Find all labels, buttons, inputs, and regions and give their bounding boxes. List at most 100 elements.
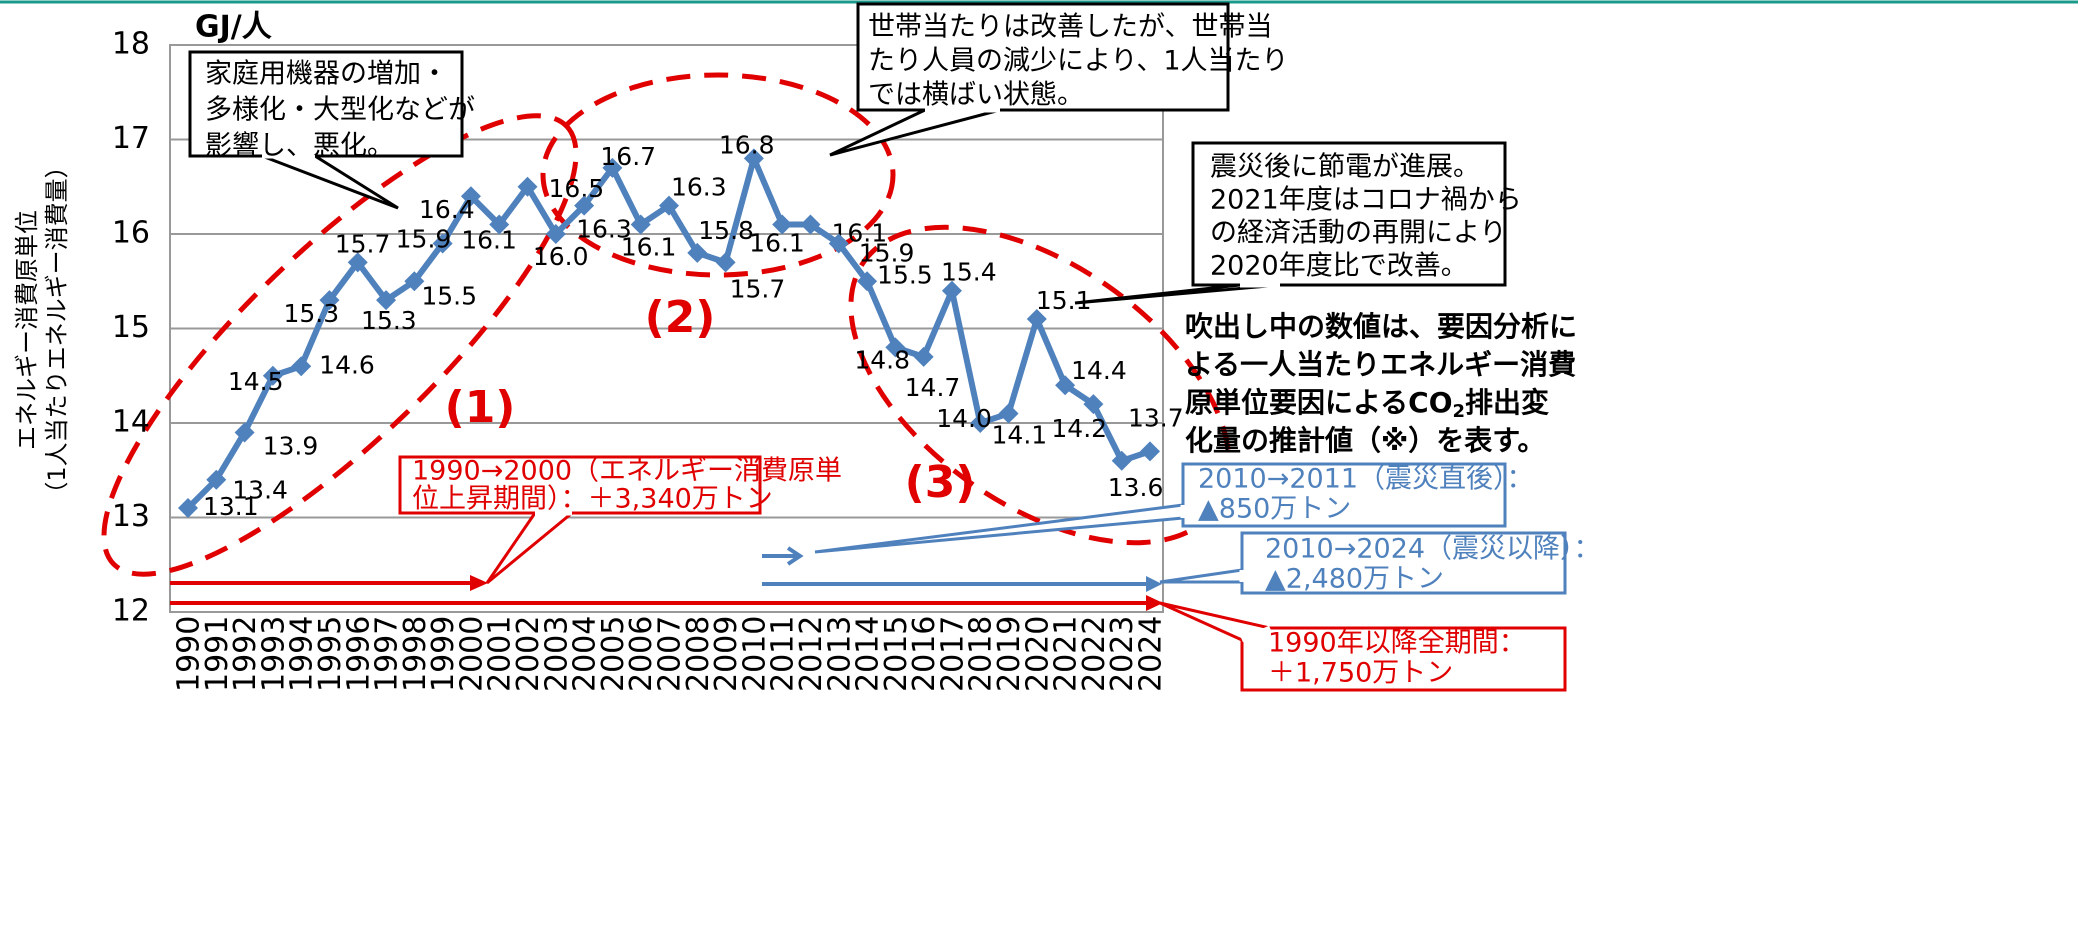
note-part: 排出変 <box>1465 386 1549 419</box>
data-label: 16.8 <box>719 130 775 159</box>
data-label: 16.1 <box>749 229 805 258</box>
data-label: 15.9 <box>859 238 915 267</box>
x-tick-label: 1995 <box>313 616 348 692</box>
note-text: 原単位要因によるCO2排出変 <box>1185 386 1549 422</box>
data-point <box>1083 394 1104 415</box>
data-label: 14.6 <box>319 350 375 379</box>
data-label: 15.4 <box>941 258 997 287</box>
data-point <box>885 337 906 358</box>
data-point <box>489 214 510 235</box>
callout-text: 世帯当たりは改善したが、世帯当 <box>868 12 1272 43</box>
data-label: 13.1 <box>203 492 259 521</box>
arrow-head <box>470 575 488 591</box>
data-label: 14.7 <box>905 373 961 402</box>
callout-text: では横ばい状態。 <box>868 80 1084 111</box>
callout-gap <box>1241 625 1271 643</box>
data-label: 16.1 <box>461 226 517 255</box>
callout-pointer <box>261 154 399 210</box>
x-tick-label: 2013 <box>822 616 857 692</box>
y-tick-label: 14 <box>112 405 150 440</box>
data-point <box>1055 375 1076 396</box>
data-point <box>319 290 340 311</box>
data-point <box>234 422 255 443</box>
data-label: 15.5 <box>877 260 933 289</box>
data-label: 16.0 <box>533 242 589 271</box>
x-tick-label: 2008 <box>681 616 716 692</box>
callout-text: の経済活動の再開により <box>1210 218 1506 249</box>
callout-text: 2010→2024（震災以降）： <box>1265 534 1601 565</box>
data-point <box>913 346 934 367</box>
note-part: 原単位要因によるCO <box>1185 386 1453 419</box>
data-point <box>800 214 821 235</box>
period-label: (3) <box>905 457 976 508</box>
data-label: 15.9 <box>396 224 452 253</box>
x-tick-label: 2016 <box>907 616 942 692</box>
x-tick-label: 1990 <box>172 616 207 692</box>
plot-frame <box>169 44 1164 613</box>
period-ellipse <box>540 72 896 278</box>
callout-box <box>398 455 762 515</box>
data-point <box>715 252 736 273</box>
x-tick-label: 2003 <box>539 616 574 692</box>
x-tick-label: 2006 <box>624 616 659 692</box>
callout-text: 2010→2011（震災直後）： <box>1198 464 1534 495</box>
callout-text: たり人員の減少により、1人当たり <box>868 46 1289 77</box>
callout-text: 位上昇期間）：＋3,340万トン <box>412 484 773 515</box>
x-tick-label: 2024 <box>1134 616 1169 692</box>
data-point <box>857 271 878 292</box>
callout-text: 震災後に節電が進展。 <box>1210 152 1480 183</box>
x-tick-label: 2017 <box>935 616 970 692</box>
y-label: エネルギー消費原単位 <box>13 210 41 450</box>
data-label: 14.4 <box>1071 356 1127 385</box>
x-tick-label: 2000 <box>454 616 489 692</box>
note-text: よる一人当たりエネルギー消費 <box>1185 348 1576 381</box>
data-point <box>291 356 312 377</box>
x-tick-label: 2007 <box>653 616 688 692</box>
data-point <box>970 413 991 433</box>
data-label: 15.7 <box>335 229 391 258</box>
data-point <box>1026 309 1047 330</box>
arrows <box>170 546 1163 611</box>
callout-pointer <box>1159 568 1244 584</box>
callout-text: 2020年度比で改善。 <box>1210 251 1468 282</box>
x-tick-label: 1999 <box>426 616 461 692</box>
y-tick-label: 12 <box>112 594 150 629</box>
callout-text: 多様化・大型化などが <box>205 95 475 126</box>
data-point <box>347 252 368 273</box>
data-point <box>828 233 849 254</box>
data-point <box>743 148 764 169</box>
data-point <box>206 469 227 490</box>
data-label: 13.4 <box>232 476 288 505</box>
callout-text: ▲850万トン <box>1198 494 1351 525</box>
callout-box <box>188 50 464 158</box>
data-point <box>574 195 595 216</box>
data-label: 13.9 <box>263 431 319 460</box>
data-label: 14.1 <box>992 421 1048 450</box>
callout-text: ＋1,750万トン <box>1268 658 1453 689</box>
x-tick-label: 1993 <box>256 616 291 692</box>
x-tick-label: 2022 <box>1077 616 1112 692</box>
callout-pointer <box>485 511 577 585</box>
callout-box <box>1240 531 1567 595</box>
y-unit: GJ/人 <box>195 10 272 45</box>
data-label: 16.4 <box>419 195 475 224</box>
x-tick-label: 2004 <box>568 616 603 692</box>
data-label: 14.2 <box>1051 414 1107 443</box>
x-tick-label: 2019 <box>992 616 1027 692</box>
data-point <box>545 224 566 244</box>
data-label: 15.8 <box>698 216 754 245</box>
x-tick-label: 1998 <box>398 616 433 692</box>
data-point <box>687 242 708 263</box>
x-tick-label: 2018 <box>964 616 999 692</box>
period-label: (1) <box>445 382 516 433</box>
y-tick-label: 16 <box>112 216 150 251</box>
data-label: 13.7 <box>1128 403 1184 432</box>
arrow-head <box>1146 576 1162 592</box>
callout-box <box>1240 626 1567 692</box>
data-point <box>460 186 481 207</box>
data-point <box>517 176 538 197</box>
note-text: 化量の推計値（※）を表す。 <box>1185 424 1545 457</box>
callout-box <box>856 2 1230 112</box>
x-tick-label: 2011 <box>766 616 801 692</box>
